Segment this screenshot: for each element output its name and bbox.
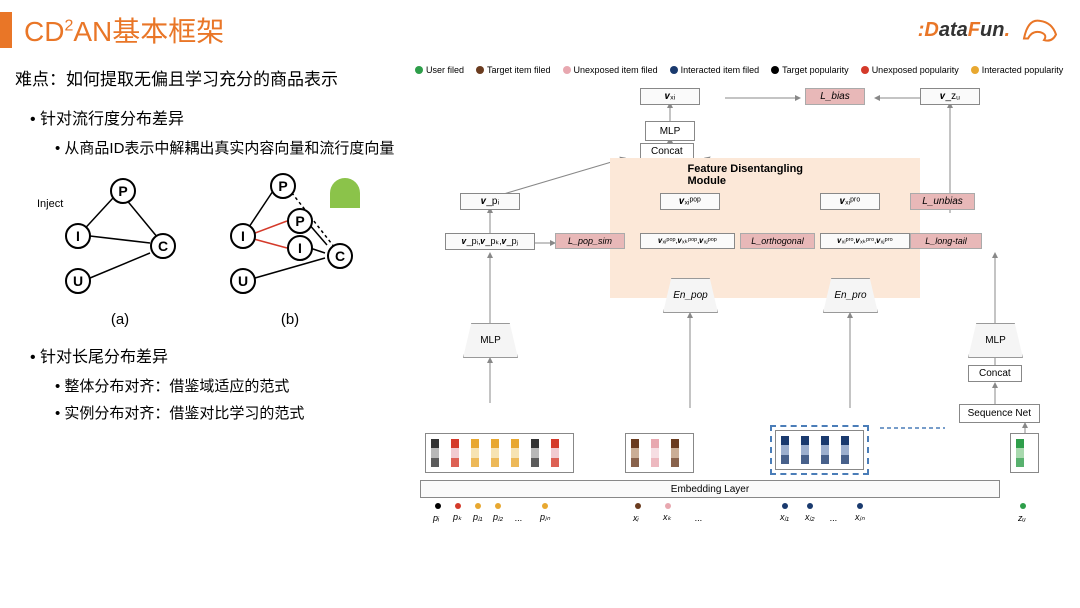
enpro-trap: En_pro (823, 278, 878, 313)
bullet-2: • 针对长尾分布差异 (30, 343, 405, 367)
vxi-pop-box: 𝒗ₓᵢᵖᵒᵖ (660, 193, 720, 210)
vp-set-box: 𝒗_pᵢ,𝒗_pₖ,𝒗_pⱼ (445, 233, 535, 250)
legend-item: Interacted popularity (971, 65, 1064, 75)
causal-graphs: Inject P I C U (a) (45, 173, 405, 323)
embed-mid2 (775, 430, 864, 470)
right-panel: User filed Target item filed Unexposed ite… (415, 65, 1065, 523)
legend-item: Unexposed popularity (861, 65, 959, 75)
architecture-diagram: 𝒗ₓᵢ L_bias 𝒗_zᵤ MLP Concat Feature Disen… (415, 83, 1055, 523)
content: 难点：如何提取无偏且学习充分的商品表示 • 针对流行度分布差异 • 从商品ID表… (0, 55, 1080, 533)
datafun-logo: :DataFun. (918, 19, 1010, 42)
bullet-1: • 针对流行度分布差异 (30, 105, 405, 129)
seq-dashed-box (770, 425, 869, 475)
sequence-net-box: Sequence Net (959, 404, 1040, 423)
graph-a-label: (a) (111, 311, 129, 328)
left-panel: 难点：如何提取无偏且学习充分的商品表示 • 针对流行度分布差异 • 从商品ID表… (15, 65, 415, 523)
vzu-box: 𝒗_zᵤ (920, 88, 980, 105)
enpop-trap: En_pop (663, 278, 718, 313)
page-title: CD2AN基本框架 (24, 10, 224, 50)
node-i: I (230, 223, 256, 249)
vxi-pro-box: 𝒗ₓᵢᵖʳᵒ (820, 193, 880, 210)
vx-pro-set-box: 𝒗ₓᵢᵖʳᵒ,𝒗ₓₖᵖʳᵒ,𝒗ₓⱼᵖʳᵒ (820, 233, 910, 249)
embedding-layer: Embedding Layer (420, 480, 1000, 498)
fdm-region: Feature Disentangling Module (610, 158, 920, 298)
title-pre: CD (24, 16, 64, 47)
concat-right: Concat (968, 365, 1022, 382)
legend-item: User filed (415, 65, 464, 75)
legend-item: Unexposed item filed (563, 65, 658, 75)
title-accent-bar (0, 12, 12, 48)
vx-pop-set-box: 𝒗ₓᵢᵖᵒᵖ,𝒗ₓₖᵖᵒᵖ,𝒗ₓⱼᵖᵒᵖ (640, 233, 735, 249)
lunbias-box: L_unbias (910, 193, 975, 210)
lbias-box: L_bias (805, 88, 865, 105)
embed-left (425, 433, 574, 473)
bullet-2-2: • 实例分布对齐：借鉴对比学习的范式 (55, 402, 405, 423)
graph-b-label: (b) (281, 311, 299, 328)
lpop-box: L_pop_sim (555, 233, 625, 249)
node-c: C (150, 233, 176, 259)
vxi-box: 𝒗ₓᵢ (640, 88, 700, 105)
node-i: I (65, 223, 91, 249)
legend-item: Interacted item filed (670, 65, 760, 75)
node-i2: I (287, 235, 313, 261)
avatar-icon (330, 178, 360, 208)
embed-mid1 (625, 433, 694, 473)
vpi-box: 𝒗_pᵢ (460, 193, 520, 210)
legend: User filed Target item filed Unexposed ite… (415, 65, 1065, 75)
header: CD2AN基本框架 :DataFun. (0, 0, 1080, 55)
fdm-title: Feature Disentangling Module (688, 163, 843, 187)
bullet-2-1: • 整体分布对齐：借鉴域适应的范式 (55, 375, 405, 396)
node-p2: P (287, 208, 313, 234)
llong-box: L_long-tail (910, 233, 982, 249)
logos: :DataFun. (918, 13, 1060, 48)
lorth-box: L_orthogonal (740, 233, 815, 249)
legend-item: Target item filed (476, 65, 551, 75)
mlp-right: MLP (968, 323, 1023, 358)
title-post: AN基本框架 (73, 16, 224, 47)
inject-label: Inject (37, 198, 63, 210)
node-c: C (327, 243, 353, 269)
bullet-1-1: • 从商品ID表示中解耦出真实内容向量和流行度向量 (55, 137, 405, 158)
node-u: U (230, 268, 256, 294)
node-u: U (65, 268, 91, 294)
mlp-top: MLP (645, 121, 695, 141)
alibaba-logo-icon (1020, 13, 1060, 48)
node-p1: P (270, 173, 296, 199)
embed-right (1010, 433, 1039, 473)
graph-a: Inject P I C U (a) (45, 173, 195, 323)
mlp-left: MLP (463, 323, 518, 358)
difficulty-text: 难点：如何提取无偏且学习充分的商品表示 (15, 65, 405, 90)
graph-b: P P I I C U (b) (215, 173, 365, 323)
legend-item: Target popularity (771, 65, 849, 75)
node-p: P (110, 178, 136, 204)
